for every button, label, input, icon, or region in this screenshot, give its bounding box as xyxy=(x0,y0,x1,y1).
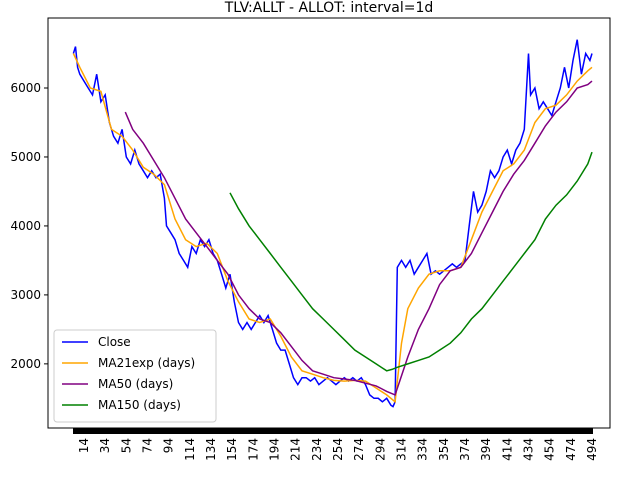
series-line xyxy=(229,151,593,372)
legend-label: MA21exp (days) xyxy=(98,356,195,370)
legend-label: MA50 (days) xyxy=(98,377,173,391)
x-tick-label: 254 xyxy=(331,438,345,461)
x-tick-label: 214 xyxy=(289,438,303,461)
y-tick-label: 3000 xyxy=(10,288,41,302)
x-tick-label: 294 xyxy=(373,438,387,461)
y-tick-label: 5000 xyxy=(10,150,41,164)
x-tick-label: 454 xyxy=(543,438,557,461)
x-tick-label: 94 xyxy=(162,438,176,453)
x-tick-label: 134 xyxy=(204,438,218,461)
x-tick-label: 354 xyxy=(437,438,451,461)
y-tick-label: 2000 xyxy=(10,357,41,371)
x-tick-label: 494 xyxy=(585,438,599,461)
x-tick-label: 414 xyxy=(500,438,514,461)
y-tick-label: 6000 xyxy=(10,81,41,95)
x-tick-label: 474 xyxy=(564,438,578,461)
x-tick-label: 174 xyxy=(246,438,260,461)
x-tick-label: 154 xyxy=(225,438,239,461)
x-tick-label: 374 xyxy=(458,438,472,461)
x-tick-label: 34 xyxy=(98,438,112,453)
series-line xyxy=(72,53,593,404)
x-tick-label: 274 xyxy=(352,438,366,461)
x-tick-label: 114 xyxy=(183,438,197,461)
x-tick-label: 14 xyxy=(77,438,91,453)
x-tick-label: 434 xyxy=(522,438,536,461)
x-tick-label: 234 xyxy=(310,438,324,461)
series-line xyxy=(124,80,593,396)
legend-box xyxy=(53,329,217,423)
x-tick-label: 74 xyxy=(140,438,154,453)
legend-label: MA150 (days) xyxy=(98,398,181,412)
x-tick-label: 394 xyxy=(479,438,493,461)
x-tick-label: 194 xyxy=(267,438,281,461)
x-tick-label: 314 xyxy=(394,438,408,461)
chart-title: TLV:ALLT - ALLOT: interval=1d xyxy=(224,0,434,16)
minor-ticks xyxy=(73,428,593,434)
legend-label: Close xyxy=(98,335,131,349)
x-tick-label: 54 xyxy=(119,438,133,453)
y-tick-label: 4000 xyxy=(10,219,41,233)
plot-frame xyxy=(47,17,611,429)
x-tick-label: 334 xyxy=(416,438,430,461)
